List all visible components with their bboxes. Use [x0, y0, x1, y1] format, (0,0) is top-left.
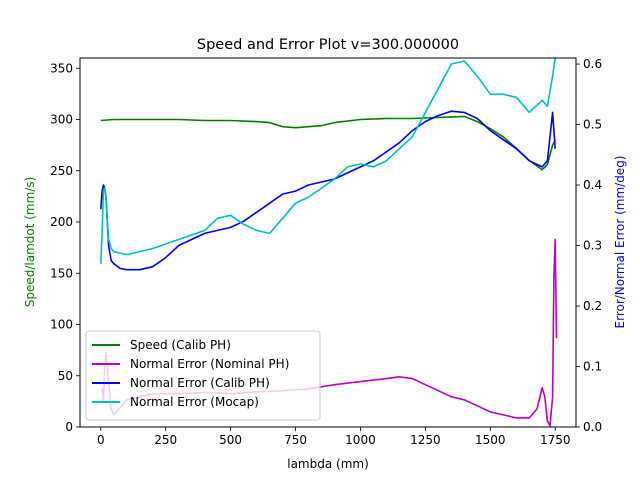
y-left-tick-label: 50 — [58, 369, 73, 383]
series-line-3 — [100, 110, 556, 271]
x-tick-label: 1000 — [345, 433, 376, 447]
x-tick-label: 0 — [97, 433, 105, 447]
x-axis-ticks: 0 250 500 750 1000 1250 1500 1750 — [97, 427, 571, 447]
y-axis-left-label: Speed/lamdot (mm/s) — [23, 177, 37, 308]
y-right-tick-label: 0.4 — [583, 178, 602, 192]
legend-items: Speed (Calib PH) Normal Error (Nominal PH… — [92, 338, 289, 409]
y-left-tick-label: 0 — [65, 420, 73, 434]
y-left-tick-label: 250 — [50, 164, 73, 178]
y-right-tick-label: 0.0 — [583, 420, 602, 434]
y-left-tick-label: 150 — [50, 266, 73, 280]
legend-entry-label: Speed (Calib PH) — [130, 338, 231, 352]
y-left-tick-label: 350 — [50, 61, 73, 75]
x-tick-label: 1250 — [410, 433, 441, 447]
legend-entry-label: Normal Error (Mocap) — [130, 395, 259, 409]
y-right-tick-label: 0.1 — [583, 360, 602, 374]
legend-entry-label: Normal Error (Nominal PH) — [130, 357, 289, 371]
y-right-tick-label: 0.3 — [583, 239, 602, 253]
x-tick-label: 750 — [284, 433, 307, 447]
x-tick-label: 1750 — [540, 433, 571, 447]
y-left-tick-label: 200 — [50, 215, 73, 229]
y-axis-left-ticks: 0 50 100 150 200 250 300 350 — [50, 61, 80, 434]
x-tick-label: 1500 — [475, 433, 506, 447]
legend: Speed (Calib PH) Normal Error (Nominal PH… — [85, 330, 321, 421]
chart-title: Speed and Error Plot v=300.000000 — [197, 37, 459, 53]
y-axis-right-label: Error/Normal Error (mm/deg) — [613, 156, 627, 329]
legend-entry-label: Normal Error (Calib PH) — [130, 376, 270, 390]
legend-box — [85, 330, 321, 421]
x-axis-label: lambda (mm) — [287, 457, 369, 471]
x-tick-label: 250 — [154, 433, 177, 447]
y-axis-right-ticks: 0.0 0.1 0.2 0.3 0.4 0.5 0.6 — [576, 57, 602, 434]
y-left-tick-label: 300 — [50, 113, 73, 127]
y-right-tick-label: 0.2 — [583, 299, 602, 313]
y-left-tick-label: 100 — [50, 318, 73, 332]
series-line-4 — [100, 57, 556, 264]
x-tick-label: 500 — [219, 433, 242, 447]
y-right-tick-label: 0.5 — [583, 118, 602, 132]
y-right-tick-label: 0.6 — [583, 57, 602, 71]
plot-frame — [79, 57, 577, 428]
